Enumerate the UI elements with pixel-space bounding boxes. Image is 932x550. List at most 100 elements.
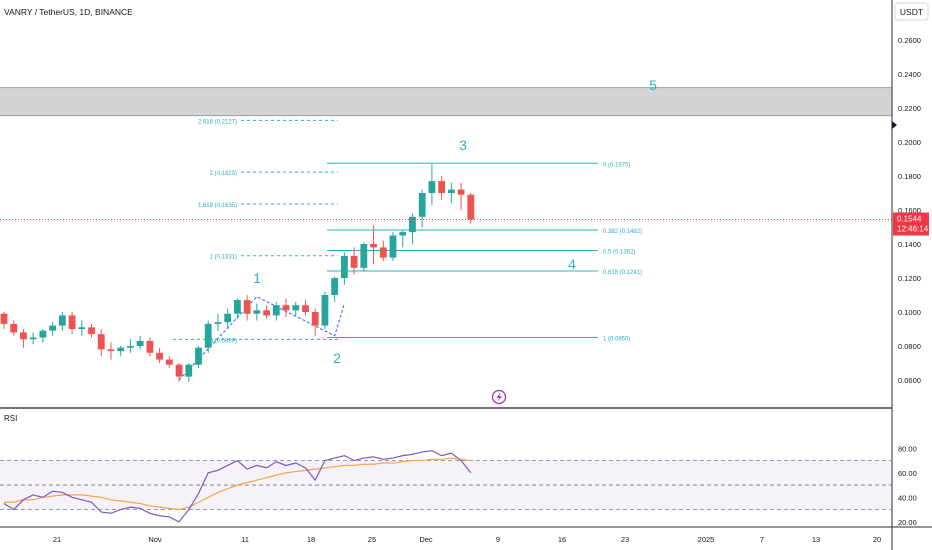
candle[interactable] — [10, 320, 18, 336]
current-price-value: 0.1544 — [897, 215, 922, 224]
currency-button[interactable]: USDT — [894, 2, 929, 21]
candle-body — [447, 189, 455, 193]
candle[interactable] — [204, 320, 212, 353]
candle[interactable] — [146, 337, 154, 357]
candle-body — [438, 181, 446, 193]
candle[interactable] — [311, 308, 319, 336]
candle[interactable] — [156, 347, 163, 363]
candle[interactable] — [282, 298, 290, 318]
candles[interactable] — [0, 164, 475, 382]
candle[interactable] — [49, 322, 57, 336]
candle[interactable] — [195, 346, 202, 369]
rsi-line — [3, 450, 472, 523]
candle[interactable] — [360, 242, 368, 272]
candle-body — [311, 312, 319, 326]
candle[interactable] — [370, 225, 377, 265]
candle-body — [234, 300, 241, 314]
candle-body — [389, 235, 397, 258]
candle[interactable] — [58, 312, 66, 331]
candle[interactable] — [389, 232, 397, 261]
time-axis-label: 25 — [368, 535, 376, 544]
price-axis[interactable]: 0.2600 0.2400 0.2200 0.2000 0.1800 0.1600 0.14… — [898, 36, 921, 385]
time-axis-label: 18 — [307, 535, 315, 544]
time-axis-label: 9 — [496, 535, 500, 544]
rsi-axis-label: 40.00 — [898, 493, 917, 502]
candle[interactable] — [302, 300, 309, 316]
candle-body — [224, 313, 232, 323]
price-axis-label: 0.1400 — [898, 240, 921, 249]
time-axis-label: 13 — [812, 535, 820, 544]
candle-body — [88, 327, 95, 335]
candle[interactable] — [340, 252, 348, 285]
fib-extension-label: 0 (0.0839) — [210, 338, 237, 344]
candle[interactable] — [165, 356, 173, 369]
candle-body — [360, 244, 368, 268]
candle-body — [175, 364, 183, 377]
price-axis-label: 0.2600 — [898, 36, 921, 45]
candle[interactable] — [175, 363, 183, 382]
candle[interactable] — [292, 301, 300, 316]
fib-extension-label: 1.618 (0.1635) — [198, 203, 237, 209]
candle-body — [20, 332, 27, 340]
candle[interactable] — [88, 323, 95, 338]
symbol-title[interactable]: VANRY / TetherUS, 1D, BINANCE — [4, 7, 133, 17]
rsi-axis-label: 20.00 — [898, 518, 917, 527]
candle[interactable] — [272, 301, 280, 321]
candle[interactable] — [350, 247, 358, 275]
candle[interactable] — [253, 303, 261, 321]
candle[interactable] — [39, 329, 47, 343]
candle-body — [146, 340, 154, 353]
candle[interactable] — [97, 329, 105, 357]
price-pane[interactable] — [0, 0, 892, 410]
price-axis-label: 0.0600 — [898, 376, 921, 385]
candle-body — [370, 244, 377, 248]
candle[interactable] — [224, 308, 232, 329]
candle[interactable] — [399, 230, 407, 248]
candle[interactable] — [20, 329, 27, 348]
candle[interactable] — [127, 339, 134, 353]
candle[interactable] — [331, 276, 339, 302]
candle[interactable] — [243, 295, 251, 321]
candle[interactable] — [185, 363, 193, 382]
lightning-icon[interactable] — [491, 389, 507, 405]
candle[interactable] — [136, 335, 144, 350]
rsi-title[interactable]: RSI — [4, 414, 17, 423]
rsi-axis[interactable]: 80.00 60.00 40.00 20.00 — [898, 444, 917, 527]
price-pointer-icon — [892, 121, 897, 129]
candle-body — [0, 313, 8, 324]
candle[interactable] — [107, 342, 115, 360]
candle[interactable] — [68, 312, 76, 335]
candle[interactable] — [428, 164, 436, 205]
rsi-pane[interactable] — [0, 450, 892, 523]
price-axis-label: 0.1000 — [898, 308, 921, 317]
candle-body — [272, 305, 280, 316]
candle[interactable] — [438, 176, 446, 200]
candle-body — [263, 310, 270, 316]
candle[interactable] — [214, 313, 222, 331]
candle[interactable] — [321, 291, 329, 329]
time-axis-label: Nov — [148, 535, 162, 544]
fib-retracement-label: 0.382 (0.1482) — [603, 229, 642, 235]
candle[interactable] — [78, 320, 86, 336]
countdown-timer: 12:46:14 — [897, 225, 929, 234]
candle[interactable] — [467, 193, 475, 224]
candle[interactable] — [234, 298, 241, 319]
candle[interactable] — [418, 189, 426, 227]
candle[interactable] — [263, 305, 270, 319]
rsi-axis-label: 60.00 — [898, 469, 917, 478]
candle-body — [331, 278, 339, 295]
candle-body — [467, 194, 475, 220]
candle[interactable] — [457, 182, 465, 210]
candle[interactable] — [409, 213, 416, 244]
candle[interactable] — [29, 332, 37, 345]
time-axis-label: 7 — [760, 535, 764, 544]
candle[interactable] — [0, 312, 8, 329]
candle[interactable] — [447, 182, 455, 204]
time-axis[interactable]: 21 Nov 11 18 25 Dec 9 16 23 2025 7 13 20 — [53, 535, 881, 544]
candle[interactable] — [379, 240, 387, 261]
currency-label: USDT — [900, 7, 923, 17]
rsi-ma-line — [4, 457, 471, 511]
candle[interactable] — [117, 346, 125, 357]
